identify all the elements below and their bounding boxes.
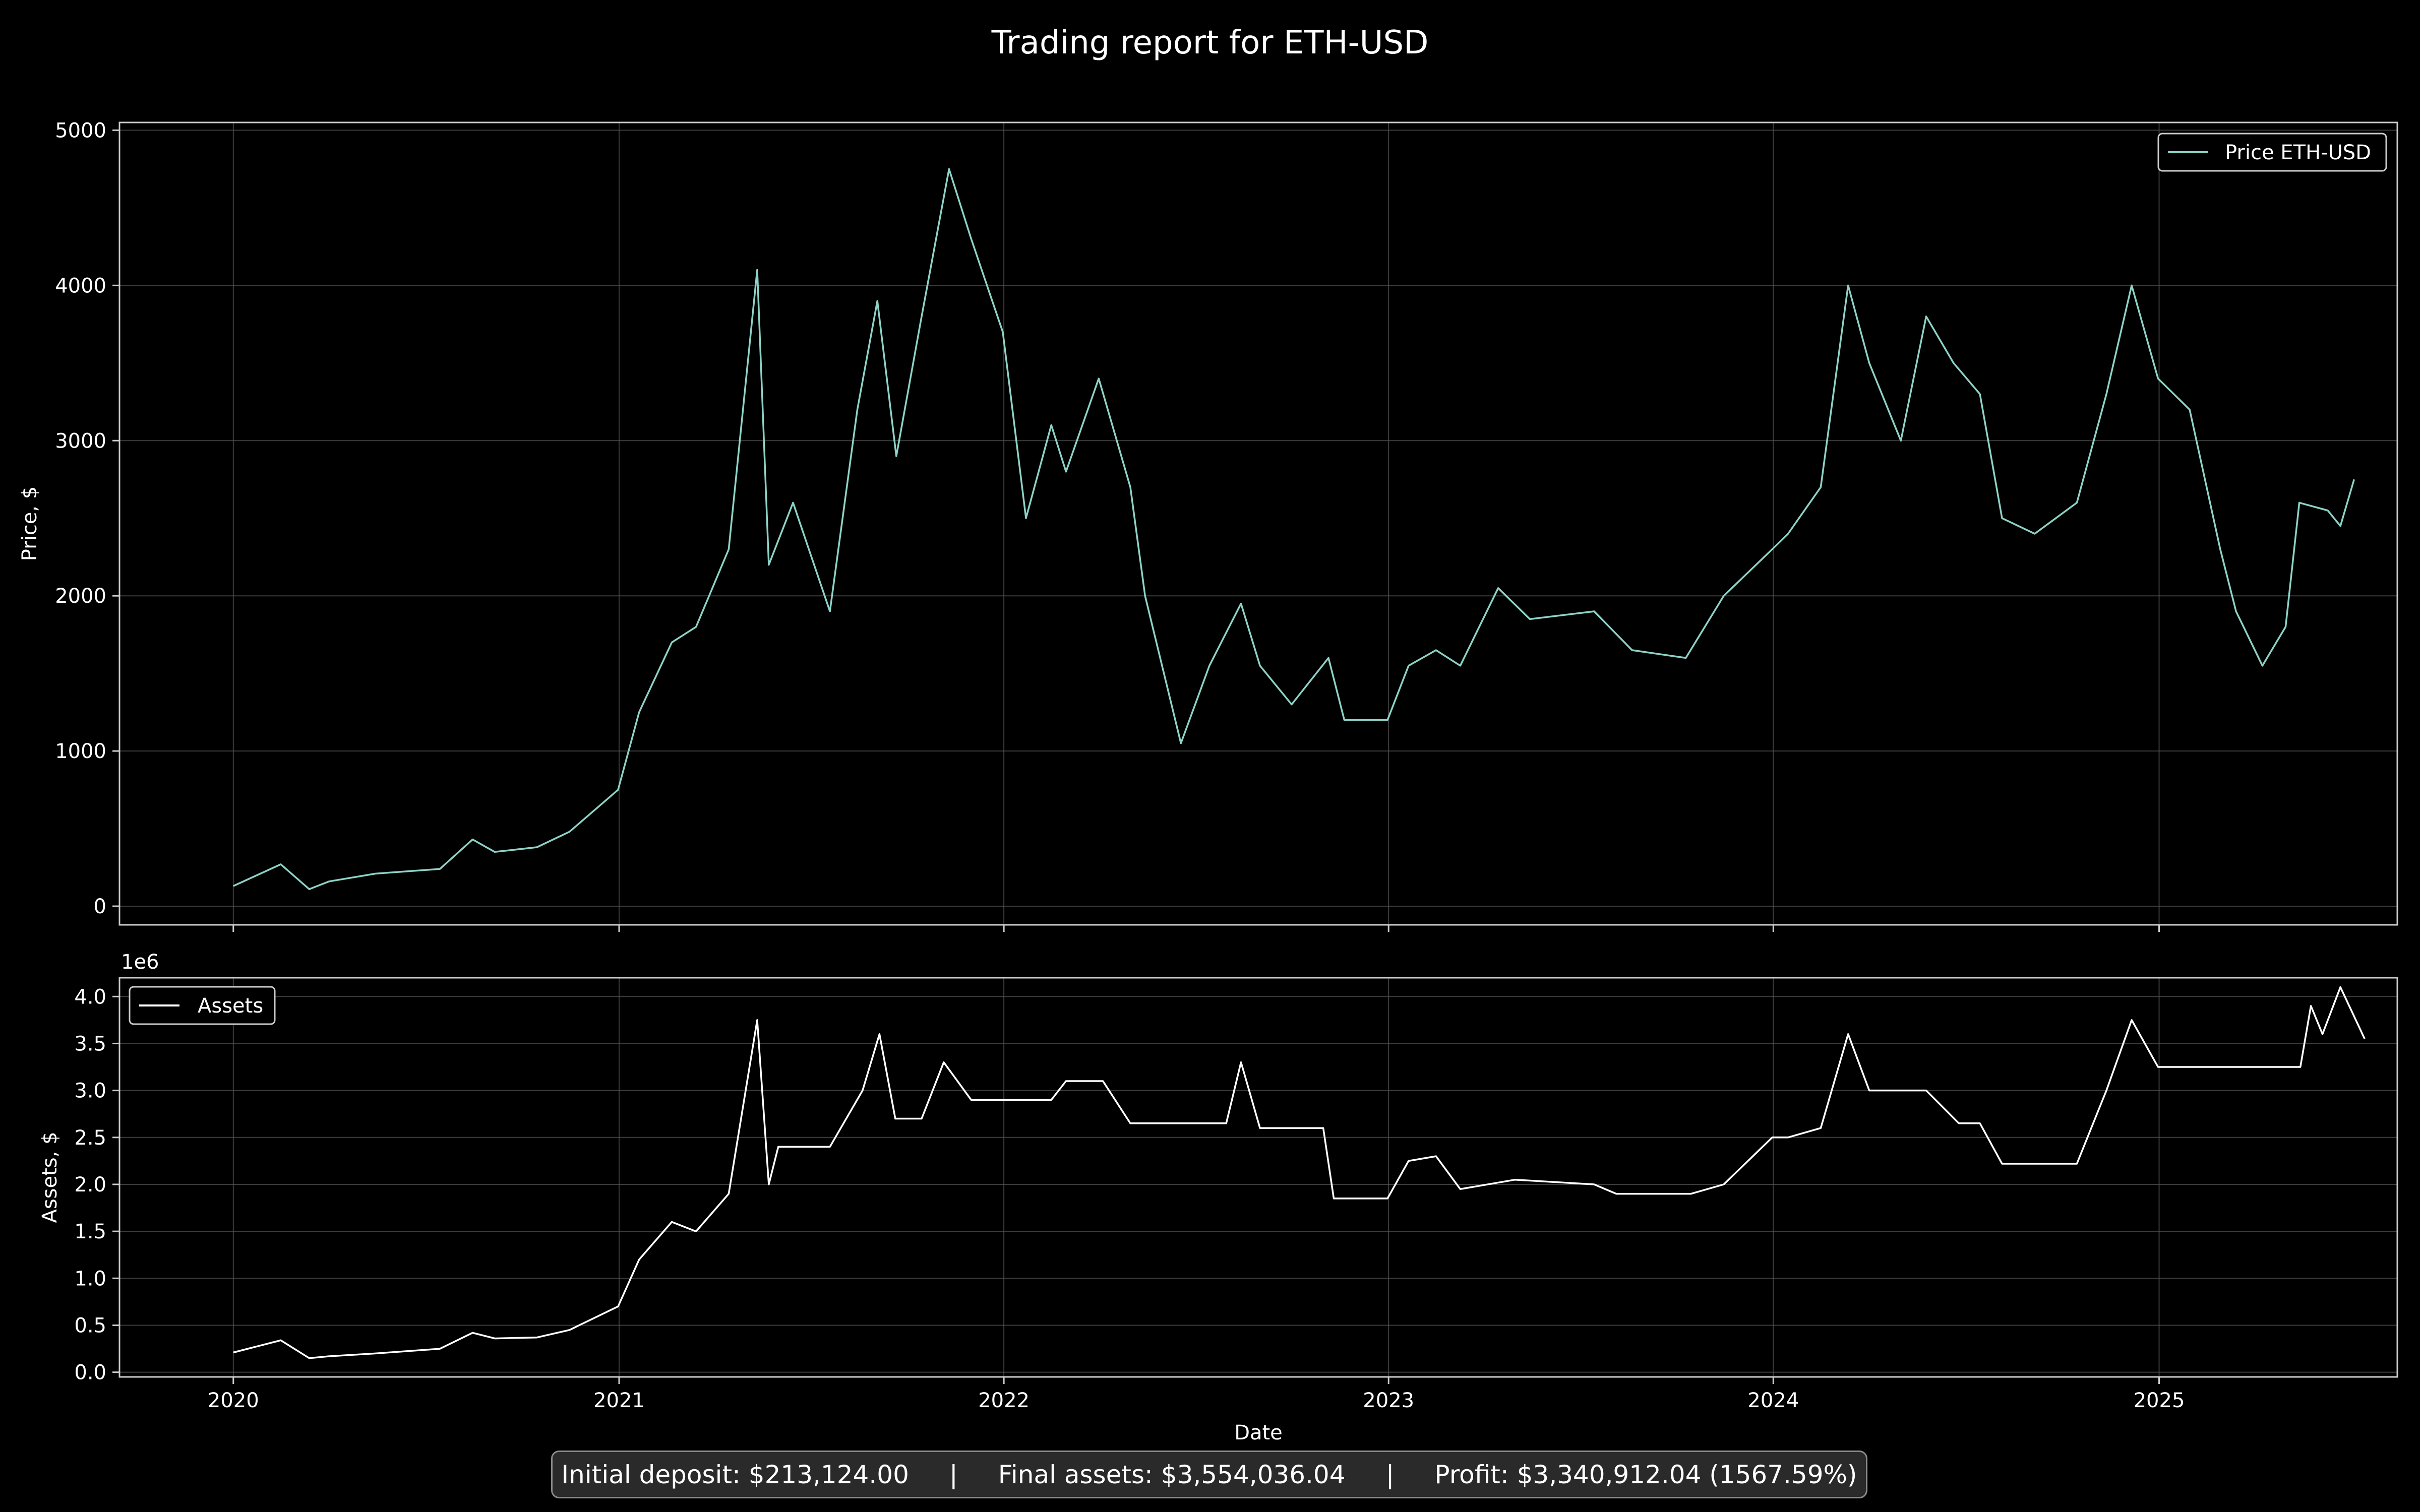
assets-y-tick-label: 3.5 bbox=[74, 1032, 106, 1055]
price-y-tick-label: 5000 bbox=[55, 119, 106, 142]
page-title: Trading report for ETH-USD bbox=[991, 24, 1429, 61]
price-axes-frame bbox=[118, 121, 2398, 926]
assets-y-tick-label: 2.0 bbox=[74, 1173, 106, 1196]
price-y-tick-label: 0 bbox=[94, 895, 106, 918]
assets-grid bbox=[119, 978, 2397, 1377]
price-series-line bbox=[233, 168, 2355, 890]
assets-axes-frame bbox=[118, 977, 2398, 1378]
price-legend-label: Price ETH-USD bbox=[2225, 141, 2371, 164]
assets-y-tick-label: 4.0 bbox=[74, 985, 106, 1009]
x-tick-label: 2025 bbox=[2134, 1389, 2185, 1412]
summary-separator: | bbox=[949, 1460, 958, 1489]
assets-y-tick-label: 0.0 bbox=[74, 1361, 106, 1384]
assets-y-tick-label: 1.0 bbox=[74, 1267, 106, 1290]
assets-panel: 2020 2021 2022 2023 2024 2025 0.0 0.5 1.0 1.5 2.0 2… bbox=[38, 951, 2398, 1441]
assets-legend: Assets bbox=[129, 986, 276, 1025]
x-tick-label: 2021 bbox=[593, 1389, 645, 1412]
profit-text: Profit: $3,340,912.04 (1567.59%) bbox=[1434, 1460, 1857, 1489]
assets-legend-label: Assets bbox=[198, 994, 263, 1018]
price-grid bbox=[119, 122, 2397, 925]
x-tick-label: 2022 bbox=[978, 1389, 1030, 1412]
summary-separator: | bbox=[1385, 1460, 1395, 1489]
assets-y-tick-label: 0.5 bbox=[74, 1314, 106, 1338]
assets-y-axis-label: Assets, $ bbox=[38, 1131, 62, 1223]
price-y-tick-label: 2000 bbox=[55, 585, 106, 608]
initial-deposit-text: Initial deposit: $213,124.00 bbox=[561, 1460, 909, 1489]
final-assets-text: Final assets: $3,554,036.04 bbox=[998, 1460, 1346, 1489]
price-panel: 0 1000 2000 3000 4000 5000 Price, $ Price ETH… bbox=[18, 119, 2398, 932]
price-y-tick-label: 4000 bbox=[55, 274, 106, 297]
price-y-tick-label: 3000 bbox=[55, 429, 106, 453]
x-axis-label: Date bbox=[1234, 1421, 1283, 1441]
assets-legend-box bbox=[129, 986, 276, 1025]
assets-y-tick-label: 1.5 bbox=[74, 1220, 106, 1243]
assets-ticks: 2020 2021 2022 2023 2024 2025 0.0 0.5 1.0 1.5 2.0 2… bbox=[74, 985, 2185, 1412]
assets-y-tick-label: 2.5 bbox=[74, 1126, 106, 1150]
price-legend-box bbox=[2157, 133, 2387, 172]
price-y-tick-label: 1000 bbox=[55, 740, 106, 763]
assets-scale-label: 1e6 bbox=[121, 951, 159, 974]
assets-y-tick-label: 3.0 bbox=[74, 1080, 106, 1103]
x-tick-label: 2020 bbox=[208, 1389, 259, 1412]
x-tick-label: 2023 bbox=[1363, 1389, 1414, 1412]
price-y-axis-label: Price, $ bbox=[18, 486, 41, 561]
assets-series-line bbox=[233, 986, 2366, 1359]
price-ticks: 0 1000 2000 3000 4000 5000 bbox=[55, 119, 2160, 932]
price-legend: Price ETH-USD bbox=[2157, 133, 2387, 172]
x-tick-label: 2024 bbox=[1747, 1389, 1799, 1412]
chart-canvas: 0 1000 2000 3000 4000 5000 Price, $ Price ETH… bbox=[18, 119, 2398, 1441]
summary-box: Initial deposit: $213,124.00 | Final ass… bbox=[551, 1451, 1867, 1498]
